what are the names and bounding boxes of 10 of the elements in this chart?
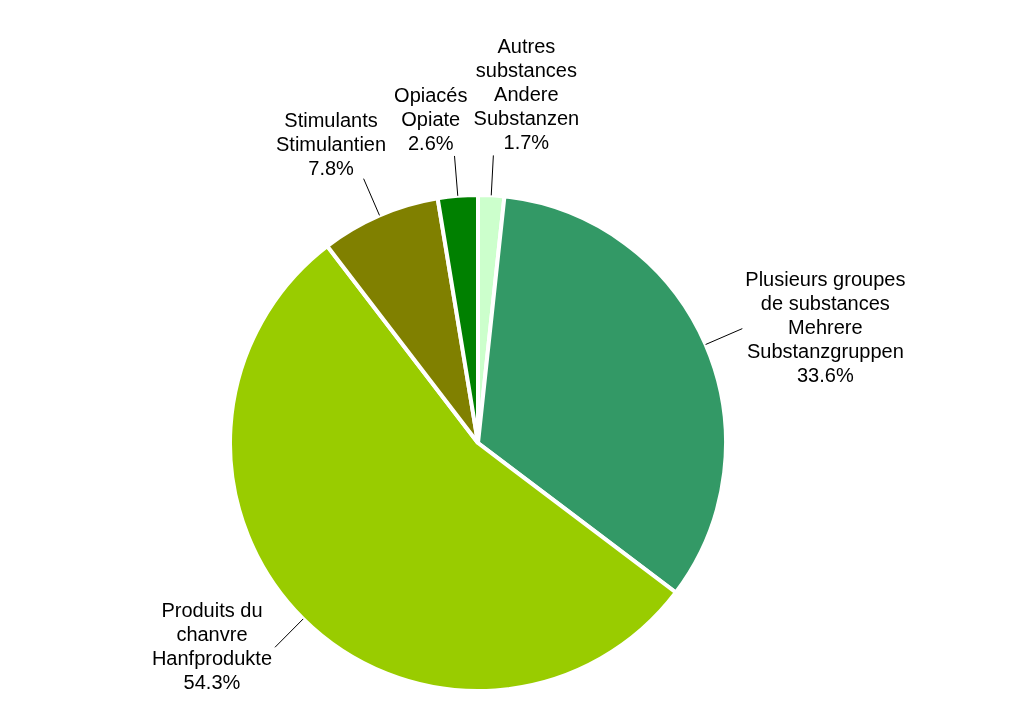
slice-label: Opiacés Opiate bbox=[394, 83, 468, 130]
slice-label: Autres substances Andere Substanzen bbox=[473, 35, 580, 130]
data-label: 7.8% bbox=[308, 157, 355, 180]
slice-label: Plusieurs groupes de substances Mehrere Substanzgruppen bbox=[745, 268, 906, 363]
data-label: 2.6% bbox=[407, 131, 454, 154]
data-label: 54.3% bbox=[183, 670, 241, 693]
data-label: 1.7% bbox=[503, 131, 550, 154]
slice-label: Stimulants Stimulantien bbox=[276, 109, 387, 156]
slice-label: Produits du chanvre Hanfprodukte bbox=[151, 598, 272, 669]
data-label: 33.6% bbox=[797, 364, 854, 387]
